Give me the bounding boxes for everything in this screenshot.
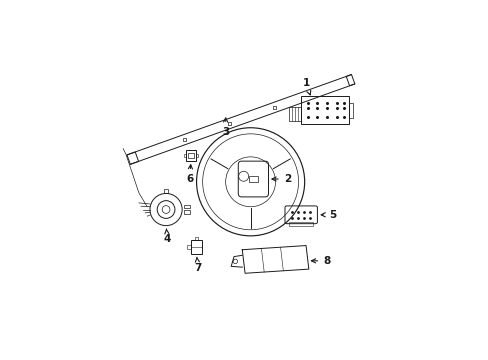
Bar bbox=[186, 245, 190, 249]
Text: 3: 3 bbox=[222, 118, 229, 137]
Bar bbox=[300, 96, 348, 123]
Text: 8: 8 bbox=[311, 256, 330, 266]
Bar bbox=[195, 237, 198, 240]
Bar bbox=[289, 222, 312, 226]
Bar bbox=[185, 150, 196, 161]
Bar bbox=[289, 107, 300, 121]
Bar bbox=[190, 240, 202, 254]
Text: 7: 7 bbox=[194, 257, 201, 273]
Text: 2: 2 bbox=[271, 174, 290, 184]
Text: 4: 4 bbox=[163, 229, 171, 244]
Bar bbox=[348, 103, 352, 118]
Bar bbox=[183, 154, 185, 157]
Bar bbox=[196, 154, 198, 157]
Text: 6: 6 bbox=[185, 165, 193, 184]
Bar bbox=[227, 122, 230, 125]
Bar bbox=[188, 153, 194, 158]
Bar bbox=[183, 204, 189, 208]
Text: 5: 5 bbox=[321, 210, 335, 220]
Bar bbox=[183, 210, 189, 214]
Bar bbox=[182, 138, 185, 141]
Bar bbox=[272, 106, 275, 109]
Text: 1: 1 bbox=[302, 78, 310, 95]
Bar bbox=[163, 189, 168, 193]
Bar bbox=[248, 176, 257, 182]
